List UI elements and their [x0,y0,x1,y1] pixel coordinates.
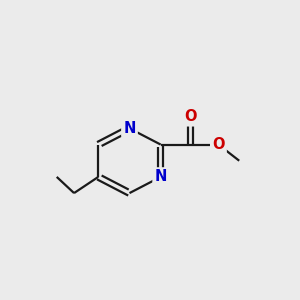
Text: N: N [123,121,136,136]
Text: O: O [184,109,197,124]
Text: O: O [212,137,225,152]
Text: N: N [154,169,167,184]
